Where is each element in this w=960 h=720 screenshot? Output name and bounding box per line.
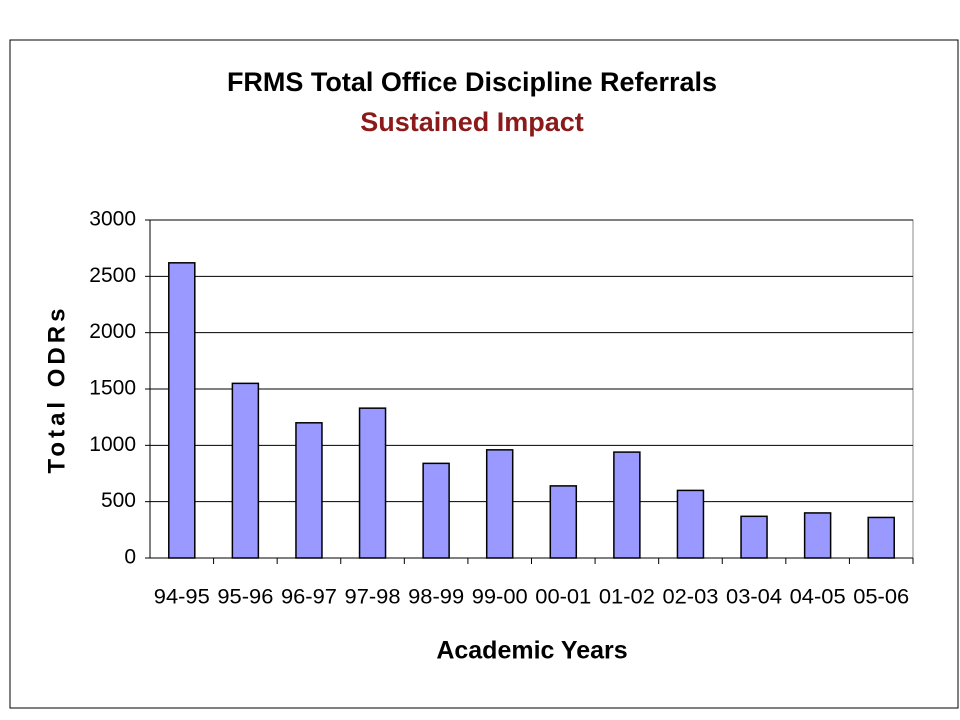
x-tick-label: 97-98 bbox=[345, 586, 401, 609]
x-tick-label: 99-00 bbox=[472, 586, 528, 609]
y-tick-label: 0 bbox=[124, 546, 136, 569]
x-tick-label: 00-01 bbox=[535, 586, 591, 609]
bar bbox=[168, 262, 196, 559]
y-tick-label: 500 bbox=[101, 489, 136, 512]
bar bbox=[867, 516, 895, 559]
x-tick-label: 05-06 bbox=[853, 586, 909, 609]
bar bbox=[358, 407, 387, 559]
y-tick-label: 1500 bbox=[89, 377, 136, 400]
bar bbox=[295, 422, 323, 559]
y-tick-label: 2000 bbox=[89, 320, 136, 343]
y-tick-label: 2500 bbox=[89, 264, 136, 287]
x-tick-label: 03-04 bbox=[726, 586, 782, 609]
bar bbox=[231, 382, 260, 559]
x-tick-label: 94-95 bbox=[154, 586, 210, 609]
y-tick-label: 3000 bbox=[89, 208, 136, 231]
bar bbox=[803, 512, 832, 559]
bar bbox=[676, 489, 705, 559]
y-tick-label: 1000 bbox=[89, 433, 136, 456]
chart-subtitle: Sustained Impact bbox=[360, 107, 584, 137]
bar bbox=[549, 485, 578, 559]
bar bbox=[613, 451, 641, 559]
x-tick-label: 98-99 bbox=[408, 586, 464, 609]
bar bbox=[485, 449, 514, 559]
x-axis-label: Academic Years bbox=[436, 637, 627, 665]
x-tick-label: 02-03 bbox=[662, 586, 718, 609]
y-axis-label: Total ODRs bbox=[43, 305, 70, 474]
x-tick-label: 96-97 bbox=[281, 586, 337, 609]
chart-title: FRMS Total Office Discipline Referrals bbox=[227, 67, 717, 97]
x-tick-label: 95-96 bbox=[217, 586, 273, 609]
bar bbox=[740, 515, 768, 559]
bar bbox=[422, 462, 450, 559]
x-tick-label: 04-05 bbox=[790, 586, 846, 609]
x-tick-label: 01-02 bbox=[599, 586, 655, 609]
